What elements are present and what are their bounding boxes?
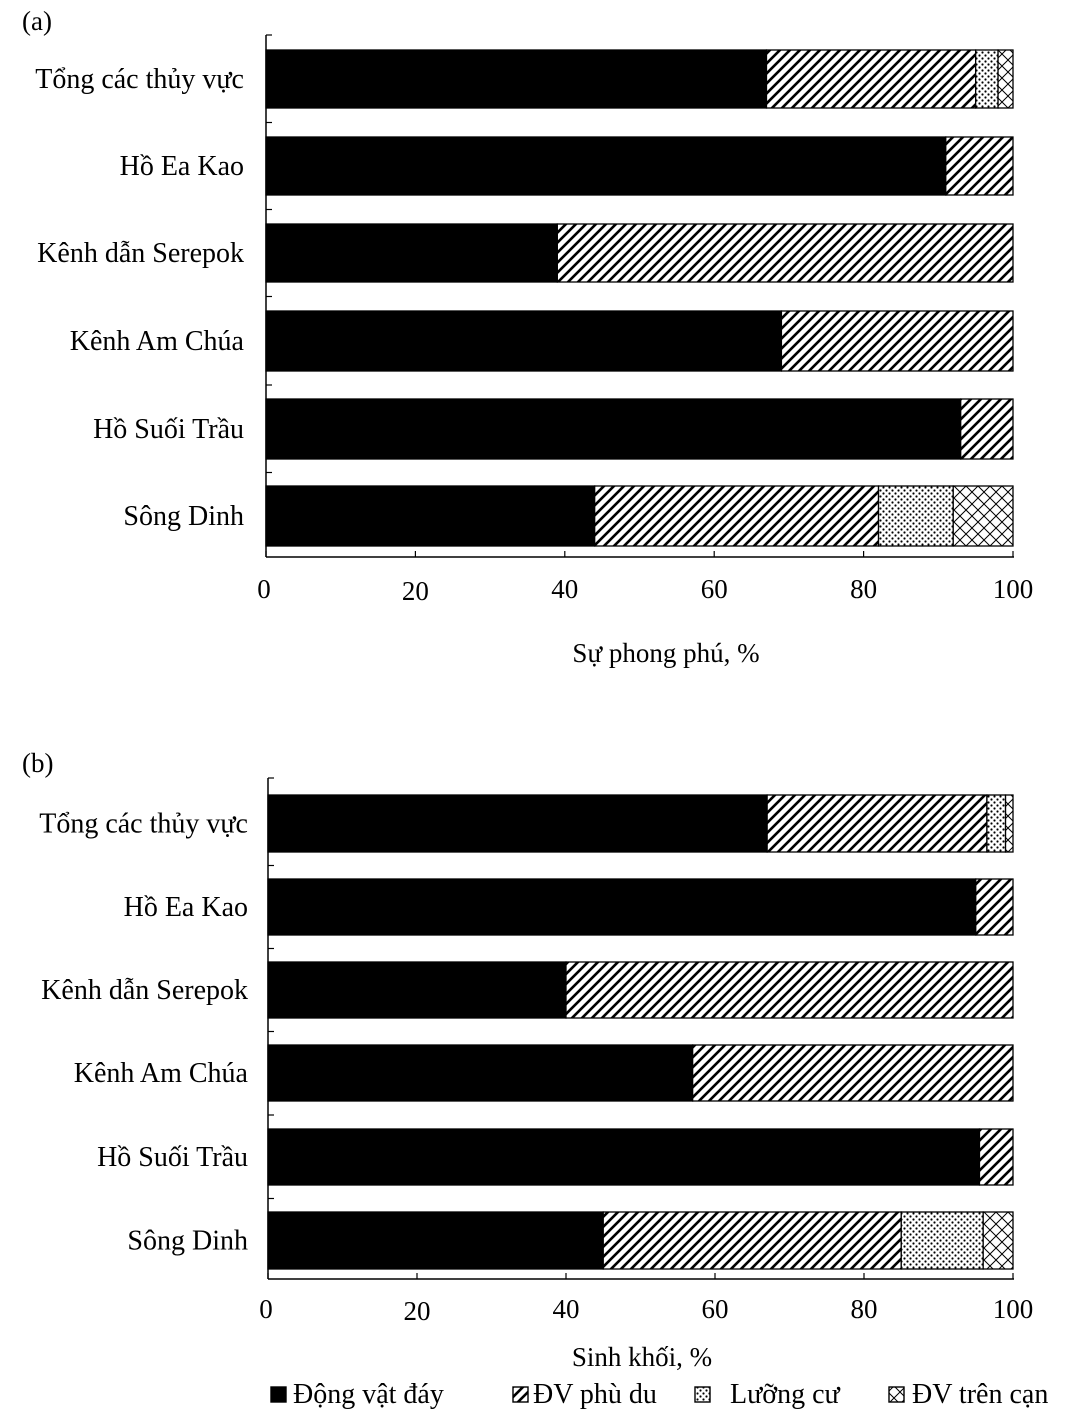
bar-segment-dong-vat-day [267, 961, 567, 1019]
panel-b-x-tick-label: 100 [993, 1294, 1034, 1324]
bar-segment-dong-vat-day [267, 1211, 604, 1270]
panel-a-x-tick-label: 20 [402, 576, 429, 606]
panel-a-x-tick-label: 80 [850, 574, 877, 604]
category-label: Hồ Suối Trầu [93, 414, 244, 445]
bar-segment-dv-phu-du [765, 49, 977, 109]
category-label: Sông Dinh [123, 501, 244, 532]
legend-swatch-dv-phu-du [512, 1386, 529, 1403]
bar-segment-dv-phu-du [602, 1211, 902, 1270]
bar-segment-dong-vat-day [267, 1128, 981, 1186]
bar-segment-dong-vat-day [267, 794, 768, 853]
bar-segment-dv-phu-du [766, 794, 988, 853]
bar-segment-dv-phu-du [692, 1044, 1014, 1102]
bar-segment-dv-phu-du [780, 310, 1014, 372]
category-label: Kênh dẫn Serepok [37, 238, 244, 269]
category-label: Kênh dẫn Serepok [41, 975, 248, 1006]
category-label: Kênh Am Chúa [70, 326, 245, 357]
chart-panel-b: (b) Sinh khối, % 0 20 40 60 80 100 Tổng các th… [22, 748, 1033, 1372]
panel-a-x-tick-label: 100 [993, 574, 1034, 604]
bar-segment-dong-vat-day [265, 49, 768, 109]
bar-segment-dong-vat-day [267, 1044, 694, 1102]
panel-b-x-tick-label: 80 [851, 1294, 878, 1324]
bar-segment-dong-vat-day [265, 310, 783, 372]
bar-segment-dv-tren-can [982, 1211, 1014, 1270]
category-label: Kênh Am Chúa [74, 1058, 249, 1089]
legend-label-dong-vat-day: Động vật đáy [293, 1379, 444, 1410]
bar-segment-dong-vat-day [265, 223, 558, 283]
bar-segment-dv-phu-du [960, 398, 1014, 460]
bar-segment-dong-vat-day [265, 485, 596, 547]
bar-segment-dv-tren-can [952, 485, 1014, 547]
panel-b-x-tick-label: 0 [259, 1294, 273, 1324]
panel-b-x-tick-label: 40 [553, 1294, 580, 1324]
legend-swatch-luong-cu [694, 1386, 711, 1403]
panel-b-x-tick-label: 60 [702, 1294, 729, 1324]
bar-segment-luong-cu [900, 1211, 984, 1270]
bar-segment-dong-vat-day [265, 398, 962, 460]
panel-a-x-tick-label: 60 [701, 574, 728, 604]
legend-label-dv-phu-du: ĐV phù du [533, 1379, 657, 1410]
bar-segment-dv-phu-du [945, 136, 1014, 196]
bar-segment-dv-phu-du [978, 1128, 1014, 1186]
category-label: Hồ Ea Kao [124, 892, 248, 923]
bar-segment-dv-tren-can [1004, 794, 1014, 853]
bar-segment-luong-cu [975, 49, 999, 109]
panel-a-x-axis-title: Sự phong phú, % [572, 638, 759, 668]
bar-segment-luong-cu [986, 794, 1007, 853]
legend: Động vật đáy ĐV phù du Lưỡng cư ĐV trên cạn [270, 1379, 1048, 1410]
panel-a-x-tick-label: 40 [551, 574, 578, 604]
category-label: Tổng các thủy vực [35, 64, 244, 95]
bar-segment-dv-phu-du [556, 223, 1014, 283]
bar-segment-luong-cu [877, 485, 954, 547]
bar-segment-dv-tren-can [997, 49, 1014, 109]
bar-segment-dv-phu-du [594, 485, 880, 547]
bar-segment-dong-vat-day [265, 136, 947, 196]
panel-b-x-axis-title: Sinh khối, % [572, 1342, 712, 1372]
panel-a-x-tick-label: 0 [257, 574, 271, 604]
legend-swatch-dv-tren-can [888, 1386, 905, 1403]
category-label: Hồ Suối Trầu [97, 1142, 248, 1173]
bar-segment-dv-phu-du [975, 878, 1014, 936]
bar-segment-dong-vat-day [267, 878, 977, 936]
legend-label-dv-tren-can: ĐV trên cạn [912, 1379, 1048, 1410]
bar-segment-dv-phu-du [565, 961, 1014, 1019]
category-label: Sông Dinh [127, 1226, 248, 1257]
chart-panel-a: (a) Sự phong phú, % 0 20 40 60 80 100 Tổng các… [22, 6, 1033, 668]
category-label: Tổng các thủy vực [39, 809, 248, 840]
panel-b-label: (b) [22, 748, 53, 778]
panel-a-label: (a) [22, 6, 52, 36]
legend-label-luong-cu: Lưỡng cư [730, 1379, 841, 1410]
legend-swatch-dong-vat-day [270, 1386, 287, 1403]
category-label: Hồ Ea Kao [120, 151, 244, 182]
panel-b-x-tick-label: 20 [404, 1296, 431, 1326]
